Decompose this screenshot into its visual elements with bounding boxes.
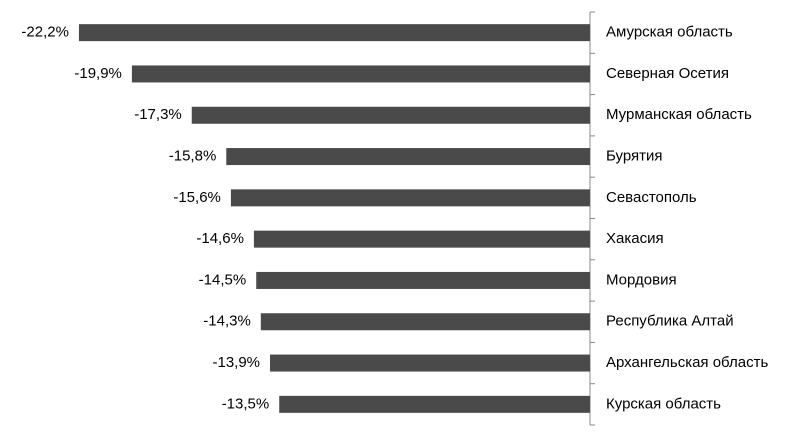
bar bbox=[78, 24, 591, 42]
category-label: Бурятия bbox=[606, 148, 663, 165]
category-label: Архангельская область bbox=[606, 354, 768, 371]
category-label: Севастополь bbox=[606, 189, 697, 206]
value-label: -13,9% bbox=[212, 354, 260, 371]
value-label: -15,6% bbox=[173, 189, 221, 206]
category-label: Курская область bbox=[606, 395, 721, 412]
value-label: -13,5% bbox=[222, 395, 270, 412]
category-label: Северная Осетия bbox=[606, 65, 729, 82]
bar bbox=[230, 189, 590, 207]
value-label: -14,6% bbox=[196, 230, 244, 247]
category-label: Хакасия bbox=[606, 230, 664, 247]
category-label: Республика Алтай bbox=[606, 313, 734, 330]
value-label: -22,2% bbox=[21, 24, 69, 41]
value-label: -15,8% bbox=[169, 148, 217, 165]
bar bbox=[131, 65, 591, 83]
category-label: Амурская область bbox=[606, 24, 733, 41]
category-label: Мордовия bbox=[606, 271, 677, 288]
value-label: -14,3% bbox=[203, 313, 251, 330]
value-label: -19,9% bbox=[74, 65, 122, 82]
bar bbox=[253, 230, 590, 248]
bar bbox=[279, 395, 590, 413]
bar bbox=[226, 148, 590, 166]
bar bbox=[260, 313, 590, 331]
bar bbox=[191, 106, 590, 124]
bar bbox=[270, 354, 590, 372]
value-label: -17,3% bbox=[134, 106, 182, 123]
category-label: Мурманская область bbox=[606, 106, 752, 123]
value-label: -14,5% bbox=[199, 271, 247, 288]
bar bbox=[256, 271, 590, 289]
